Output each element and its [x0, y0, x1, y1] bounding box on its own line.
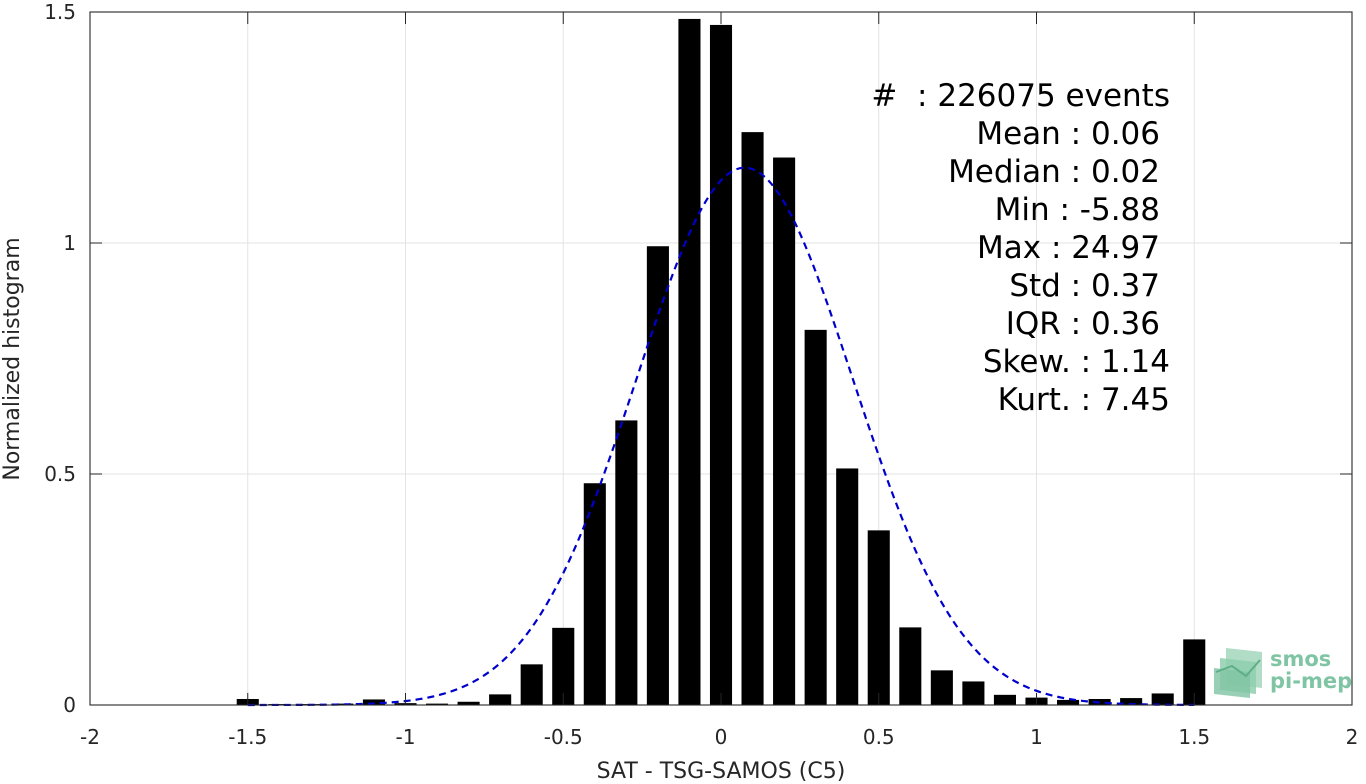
stats-line: Min : -5.88	[995, 192, 1160, 228]
y-tick-labels: 0 0.5 1 1.5	[44, 0, 76, 717]
histogram-bar	[362, 699, 385, 705]
histogram-bar	[741, 132, 764, 705]
smos-pi-mep-logo: smos pi-mep	[1214, 647, 1352, 698]
histogram-bar	[457, 701, 480, 705]
y-tick-label: 0.5	[44, 462, 76, 486]
histogram-bar	[1151, 693, 1174, 705]
x-tick-label: -0.5	[544, 725, 583, 749]
histogram-bar	[426, 703, 449, 705]
y-axis-label: Normalized histogram	[0, 237, 25, 480]
stats-line: Kurt. : 7.45	[998, 382, 1170, 418]
stats-line: Mean : 0.06	[976, 116, 1160, 152]
stats-line: Median : 0.02	[948, 154, 1160, 190]
histogram-bar	[804, 329, 827, 705]
histogram-bar	[1183, 639, 1206, 705]
histogram-bar	[1120, 698, 1143, 705]
axis-ticks	[89, 11, 1353, 706]
histogram-bar	[520, 664, 543, 705]
x-tick-label: 1	[1030, 725, 1043, 749]
x-tick-label: 0.5	[863, 725, 895, 749]
histogram-bar	[678, 18, 701, 706]
stats-line: IQR : 0.36	[1006, 306, 1160, 342]
histogram-bar	[709, 24, 733, 706]
histogram-bars	[236, 18, 1206, 706]
y-tick-label: 1	[63, 231, 76, 255]
stats-line: Max : 24.97	[977, 230, 1160, 266]
y-tick-label: 0	[63, 693, 76, 717]
x-tick-label: 0	[715, 725, 728, 749]
histogram-bar	[930, 670, 953, 705]
x-tick-label: -2	[80, 725, 100, 749]
histogram-bar	[331, 703, 354, 705]
histogram-bar	[1057, 699, 1080, 705]
x-tick-label: -1	[396, 725, 416, 749]
x-tick-label: -1.5	[228, 725, 267, 749]
histogram-bar	[962, 681, 985, 705]
histogram-bar	[489, 694, 512, 705]
histogram-bar	[583, 483, 606, 705]
logo-line2: pi-mep	[1270, 669, 1352, 693]
histogram-bar	[552, 627, 575, 705]
y-tick-label: 1.5	[44, 0, 76, 24]
x-tick-label: 2	[1346, 725, 1359, 749]
histogram-bar	[646, 246, 669, 705]
stats-line: Std : 0.37	[1009, 268, 1160, 304]
histogram-bar	[615, 420, 638, 705]
histogram-bar	[836, 468, 859, 705]
x-tick-labels: -2 -1.5 -1 -0.5 0 0.5 1 1.5 2	[80, 725, 1358, 749]
x-axis-label: SAT - TSG-SAMOS (C5)	[597, 759, 846, 784]
logo-line1: smos	[1270, 647, 1331, 671]
stats-line: # : 226075 events	[871, 78, 1170, 114]
stats-line: Skew. : 1.14	[983, 344, 1170, 380]
histogram-bar	[899, 627, 922, 705]
x-tick-label: 1.5	[1178, 725, 1210, 749]
logo-graphic-icon	[1214, 648, 1262, 698]
histogram-bar	[773, 157, 796, 705]
histogram-bar	[993, 694, 1016, 705]
histogram-bar	[867, 530, 890, 705]
